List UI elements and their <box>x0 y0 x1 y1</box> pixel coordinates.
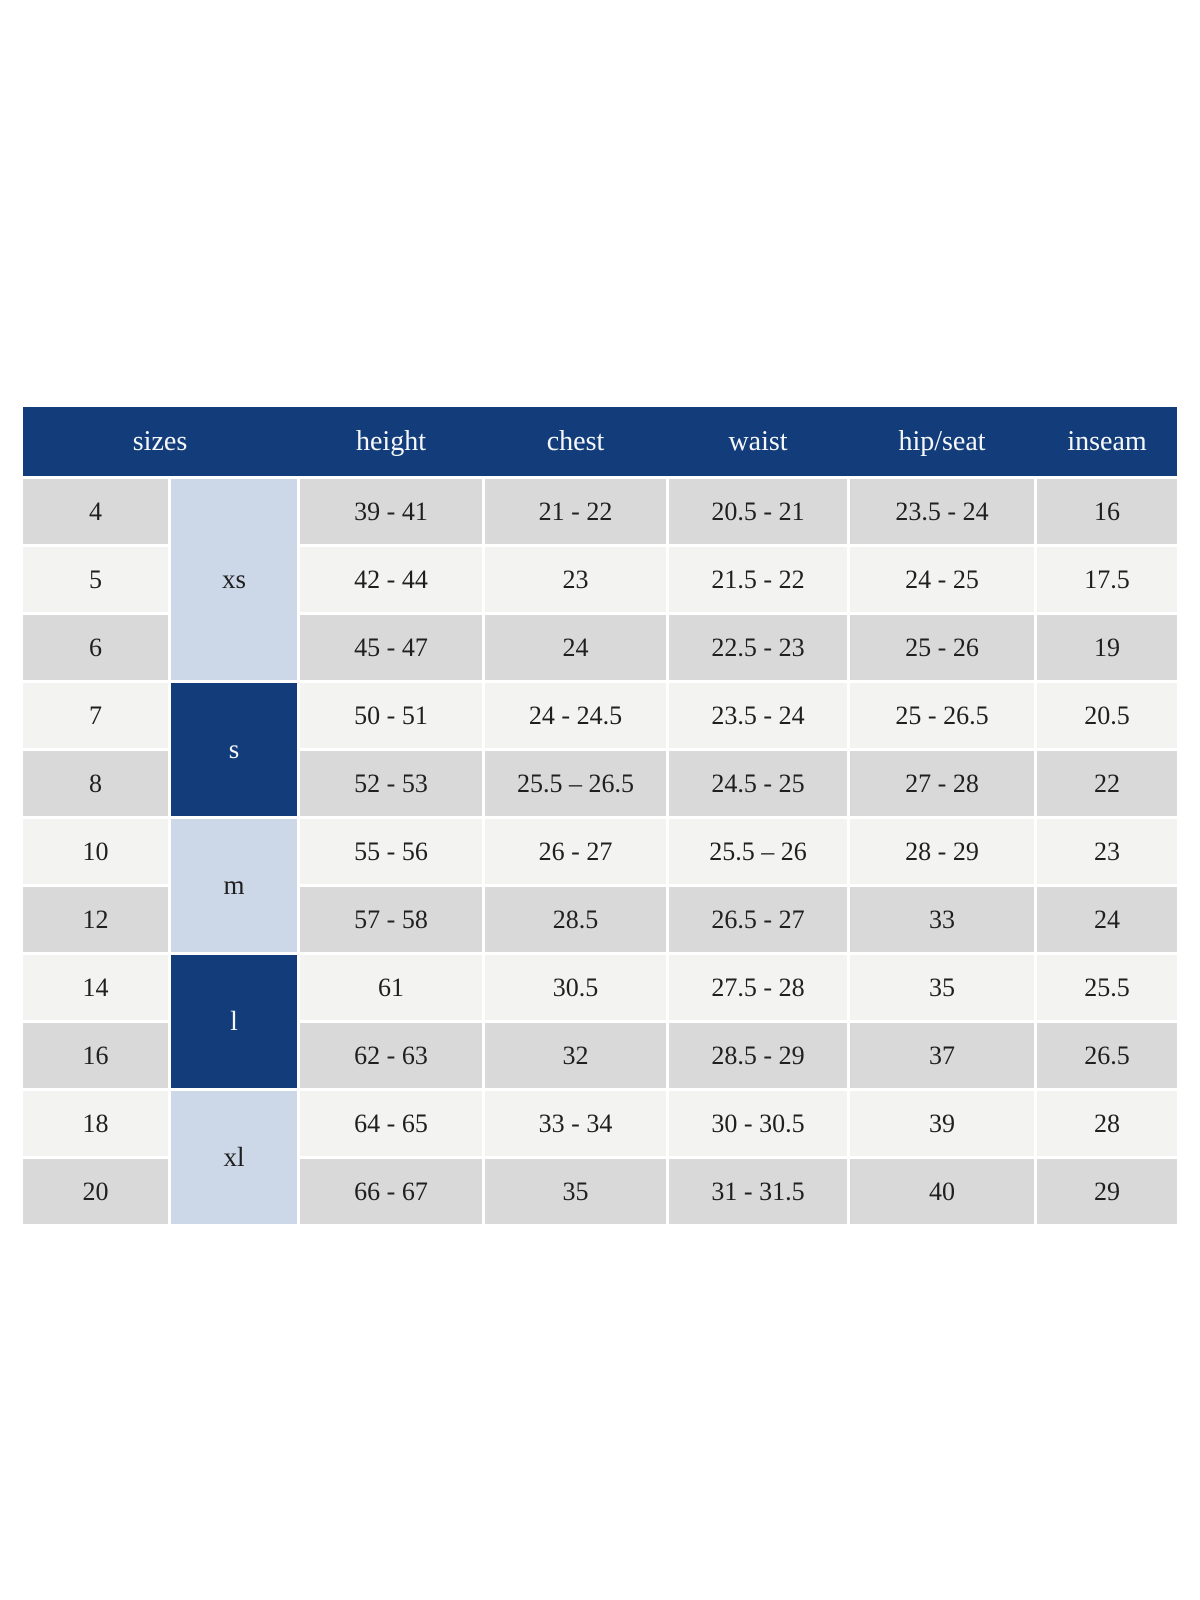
column-header-height: height <box>356 426 426 457</box>
height-cell: 57 - 58 <box>300 887 482 952</box>
size-chart-table: sizes height chest waist hip/seat inseam… <box>23 407 1177 1224</box>
column-header-waist: waist <box>728 426 788 457</box>
size-number-cell: 16 <box>23 1023 168 1088</box>
waist-cell: 30 - 30.5 <box>669 1091 847 1156</box>
hip-seat-cell: 39 <box>850 1091 1034 1156</box>
height-cell: 42 - 44 <box>300 547 482 612</box>
size-number-cell: 18 <box>23 1091 168 1156</box>
height-cell: 55 - 56 <box>300 819 482 884</box>
hip-seat-cell: 33 <box>850 887 1034 952</box>
waist-cell: 25.5 – 26 <box>669 819 847 884</box>
height-cell: 64 - 65 <box>300 1091 482 1156</box>
size-number-cell: 4 <box>23 479 168 544</box>
hip-seat-cell: 28 - 29 <box>850 819 1034 884</box>
hip-seat-cell: 37 <box>850 1023 1034 1088</box>
chest-cell: 24 - 24.5 <box>485 683 666 748</box>
inseam-cell: 25.5 <box>1037 955 1177 1020</box>
hip-seat-cell: 35 <box>850 955 1034 1020</box>
waist-cell: 20.5 - 21 <box>669 479 847 544</box>
hip-seat-cell: 40 <box>850 1159 1034 1224</box>
height-cell: 62 - 63 <box>300 1023 482 1088</box>
height-cell: 45 - 47 <box>300 615 482 680</box>
hip-seat-cell: 23.5 - 24 <box>850 479 1034 544</box>
chest-cell: 33 - 34 <box>485 1091 666 1156</box>
column-header-sizes: sizes <box>132 426 188 457</box>
inseam-cell: 16 <box>1037 479 1177 544</box>
chest-cell: 23 <box>485 547 666 612</box>
inseam-cell: 26.5 <box>1037 1023 1177 1088</box>
chest-cell: 24 <box>485 615 666 680</box>
chest-cell: 32 <box>485 1023 666 1088</box>
inseam-cell: 22 <box>1037 751 1177 816</box>
inseam-cell: 28 <box>1037 1091 1177 1156</box>
inseam-cell: 23 <box>1037 819 1177 884</box>
size-group-cell-xl: xl <box>171 1091 297 1224</box>
inseam-cell: 19 <box>1037 615 1177 680</box>
inseam-cell: 29 <box>1037 1159 1177 1224</box>
height-cell: 52 - 53 <box>300 751 482 816</box>
inseam-cell: 20.5 <box>1037 683 1177 748</box>
waist-cell: 24.5 - 25 <box>669 751 847 816</box>
waist-cell: 21.5 - 22 <box>669 547 847 612</box>
column-header-inseam: inseam <box>1067 426 1147 457</box>
height-cell: 50 - 51 <box>300 683 482 748</box>
hip-seat-cell: 25 - 26.5 <box>850 683 1034 748</box>
hip-seat-cell: 27 - 28 <box>850 751 1034 816</box>
inseam-cell: 24 <box>1037 887 1177 952</box>
chest-cell: 26 - 27 <box>485 819 666 884</box>
column-header-chest: chest <box>546 426 605 457</box>
size-group-cell-l: l <box>171 955 297 1088</box>
size-chart-body: 4 xs 39 - 41 21 - 22 20.5 - 21 23.5 - 24 16 5 42… <box>23 479 1177 1224</box>
chest-cell: 35 <box>485 1159 666 1224</box>
size-number-cell: 6 <box>23 615 168 680</box>
size-group-cell-xs: xs <box>171 479 297 680</box>
size-number-cell: 8 <box>23 751 168 816</box>
height-cell: 39 - 41 <box>300 479 482 544</box>
size-number-cell: 10 <box>23 819 168 884</box>
waist-cell: 31 - 31.5 <box>669 1159 847 1224</box>
chest-cell: 25.5 – 26.5 <box>485 751 666 816</box>
size-number-cell: 5 <box>23 547 168 612</box>
inseam-cell: 17.5 <box>1037 547 1177 612</box>
size-group-cell-s: s <box>171 683 297 816</box>
chest-cell: 21 - 22 <box>485 479 666 544</box>
size-group-cell-m: m <box>171 819 297 952</box>
height-cell: 66 - 67 <box>300 1159 482 1224</box>
column-header-hip-seat: hip/seat <box>898 426 986 457</box>
size-number-cell: 7 <box>23 683 168 748</box>
size-number-cell: 20 <box>23 1159 168 1224</box>
waist-cell: 27.5 - 28 <box>669 955 847 1020</box>
chest-cell: 28.5 <box>485 887 666 952</box>
height-cell: 61 <box>300 955 482 1020</box>
size-chart-header-row: sizes height chest waist hip/seat inseam <box>23 407 1177 476</box>
size-number-cell: 14 <box>23 955 168 1020</box>
waist-cell: 26.5 - 27 <box>669 887 847 952</box>
hip-seat-cell: 24 - 25 <box>850 547 1034 612</box>
size-number-cell: 12 <box>23 887 168 952</box>
waist-cell: 23.5 - 24 <box>669 683 847 748</box>
waist-cell: 28.5 - 29 <box>669 1023 847 1088</box>
hip-seat-cell: 25 - 26 <box>850 615 1034 680</box>
waist-cell: 22.5 - 23 <box>669 615 847 680</box>
chest-cell: 30.5 <box>485 955 666 1020</box>
